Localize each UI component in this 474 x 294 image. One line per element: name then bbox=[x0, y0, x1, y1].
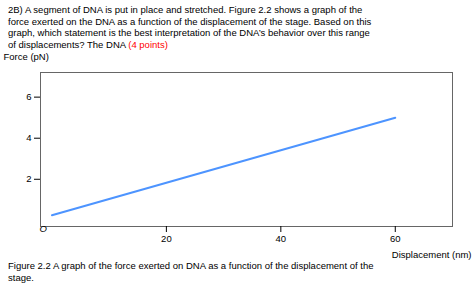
svg-text:6: 6 bbox=[26, 91, 31, 102]
svg-text:O: O bbox=[40, 223, 48, 234]
svg-text:60: 60 bbox=[390, 233, 401, 244]
svg-text:Displacement (nm): Displacement (nm) bbox=[392, 249, 472, 260]
svg-text:20: 20 bbox=[161, 233, 172, 244]
html-text:2B) A segment of DNA is put in: 2B) A segment of DNA is put in place and… bbox=[8, 4, 372, 50]
svg-text:40: 40 bbox=[276, 233, 287, 244]
svg-text:Force (pN): Force (pN) bbox=[4, 51, 49, 62]
svg-text:2: 2 bbox=[26, 173, 31, 184]
html-text:Figure 2.2 A graph of the forc: Figure 2.2 A graph of the force exerted … bbox=[8, 260, 374, 283]
svg-text:4: 4 bbox=[26, 132, 31, 143]
